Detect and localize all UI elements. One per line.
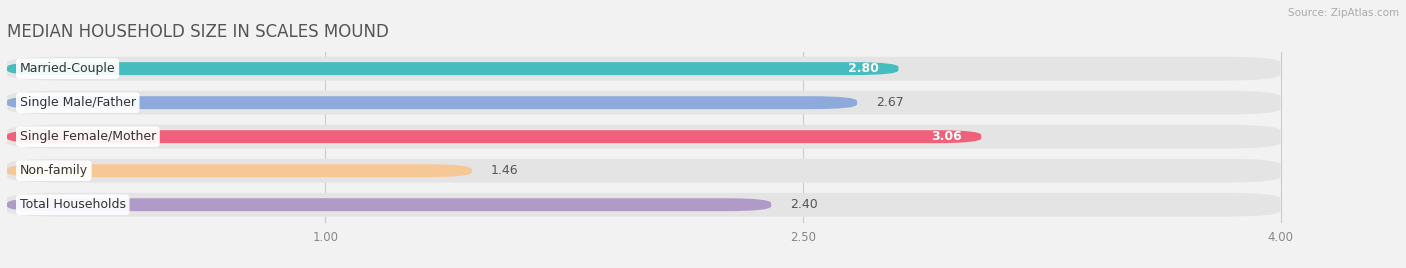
Text: 2.67: 2.67 (876, 96, 904, 109)
Text: Single Female/Mother: Single Female/Mother (20, 130, 156, 143)
FancyBboxPatch shape (7, 193, 1281, 217)
Text: Source: ZipAtlas.com: Source: ZipAtlas.com (1288, 8, 1399, 18)
FancyBboxPatch shape (7, 125, 1281, 148)
Text: 1.46: 1.46 (491, 164, 519, 177)
FancyBboxPatch shape (7, 130, 981, 143)
FancyBboxPatch shape (7, 159, 1281, 183)
Text: Non-family: Non-family (20, 164, 89, 177)
FancyBboxPatch shape (7, 57, 1281, 81)
Text: 3.06: 3.06 (931, 130, 962, 143)
FancyBboxPatch shape (7, 91, 1281, 115)
FancyBboxPatch shape (7, 164, 472, 177)
FancyBboxPatch shape (7, 62, 898, 75)
Text: 2.40: 2.40 (790, 198, 818, 211)
Text: Married-Couple: Married-Couple (20, 62, 115, 75)
FancyBboxPatch shape (7, 96, 858, 109)
Text: 2.80: 2.80 (848, 62, 879, 75)
Text: Total Households: Total Households (20, 198, 125, 211)
Text: Single Male/Father: Single Male/Father (20, 96, 136, 109)
Text: MEDIAN HOUSEHOLD SIZE IN SCALES MOUND: MEDIAN HOUSEHOLD SIZE IN SCALES MOUND (7, 23, 389, 41)
FancyBboxPatch shape (7, 198, 770, 211)
